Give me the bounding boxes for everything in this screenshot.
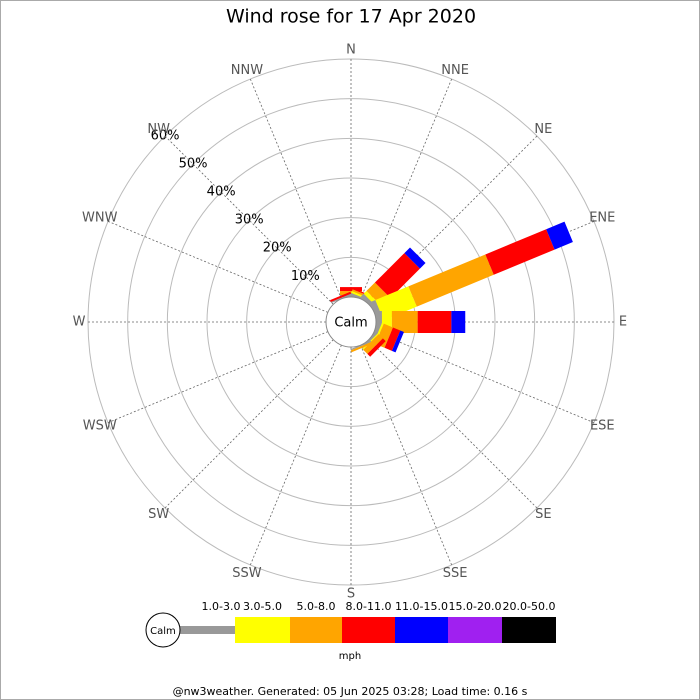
bar-segment: [417, 311, 452, 333]
legend-swatch: [342, 617, 395, 643]
legend-label: 5.0-8.0: [297, 600, 336, 613]
unit-label: mph: [339, 651, 361, 662]
legend-swatch: [235, 617, 290, 643]
legend-swatch: [180, 626, 235, 634]
direction-label: SW: [148, 507, 169, 522]
direction-label: NW: [147, 122, 170, 137]
grid-ring: [166, 137, 536, 507]
direction-label: NNE: [441, 63, 469, 78]
legend-calm-circle: [145, 612, 181, 648]
grid-ring: [206, 177, 496, 467]
bar-segment: [340, 291, 362, 296]
legend-swatch: [290, 617, 342, 643]
bar-segment: [391, 311, 418, 333]
direction-label: N: [346, 43, 356, 58]
bar-segment: [391, 330, 404, 353]
bar-segment: [408, 254, 494, 307]
direction-label: SSE: [443, 566, 468, 581]
legend-label: 1.0-3.0: [202, 600, 241, 613]
direction-label: NNW: [231, 63, 263, 78]
direction-label: E: [619, 315, 627, 330]
direction-label: ESE: [590, 419, 615, 434]
bar-segment: [330, 291, 352, 303]
bar-segment: [330, 293, 352, 304]
bar-segment: [350, 340, 372, 351]
r-tick-label: 40%: [207, 185, 236, 200]
bar-segment: [363, 334, 383, 354]
legend-swatch: [502, 617, 556, 643]
bar-segment: [367, 338, 386, 357]
footer: @nw3weather. Generated: 05 Jun 2025 03:2…: [173, 685, 528, 698]
calm-label: Calm: [334, 316, 367, 331]
legend-label: 8.0-11.0: [346, 600, 392, 613]
bar-segment: [546, 221, 573, 250]
legend-swatch: [395, 617, 448, 643]
chart-title: Wind rose for 17 Apr 2020: [226, 6, 476, 28]
direction-label: SE: [535, 507, 551, 522]
legend-swatch: [448, 617, 502, 643]
grid-ring: [127, 98, 575, 546]
direction-label: S: [347, 587, 355, 602]
legend-label: 15.0-20.0: [449, 600, 502, 613]
r-tick-label: 50%: [179, 157, 208, 172]
direction-label: SSW: [232, 566, 262, 581]
r-tick-label: 10%: [291, 269, 320, 284]
legend-label: 20.0-50.0: [503, 600, 556, 613]
direction-label: WSW: [83, 419, 117, 434]
legend-calm-label: Calm: [150, 626, 176, 637]
direction-label: W: [73, 315, 86, 330]
bar-segment: [384, 327, 401, 351]
bar-segment: [451, 311, 466, 333]
direction-label: ENE: [589, 210, 615, 225]
calm-circle: [325, 296, 377, 348]
bar-segment: [374, 253, 420, 299]
r-tick-label: 30%: [235, 213, 264, 228]
bar-segment: [404, 247, 426, 269]
bar-segment: [485, 229, 555, 275]
legend-label: 11.0-15.0: [395, 600, 448, 613]
bar-segment: [350, 341, 372, 353]
legend-label: 3.0-5.0: [243, 600, 282, 613]
bar-segment: [340, 287, 362, 292]
bar-segment: [340, 295, 362, 297]
direction-label: WNW: [82, 210, 118, 225]
direction-label: NE: [534, 122, 552, 137]
r-tick-label: 20%: [263, 241, 292, 256]
